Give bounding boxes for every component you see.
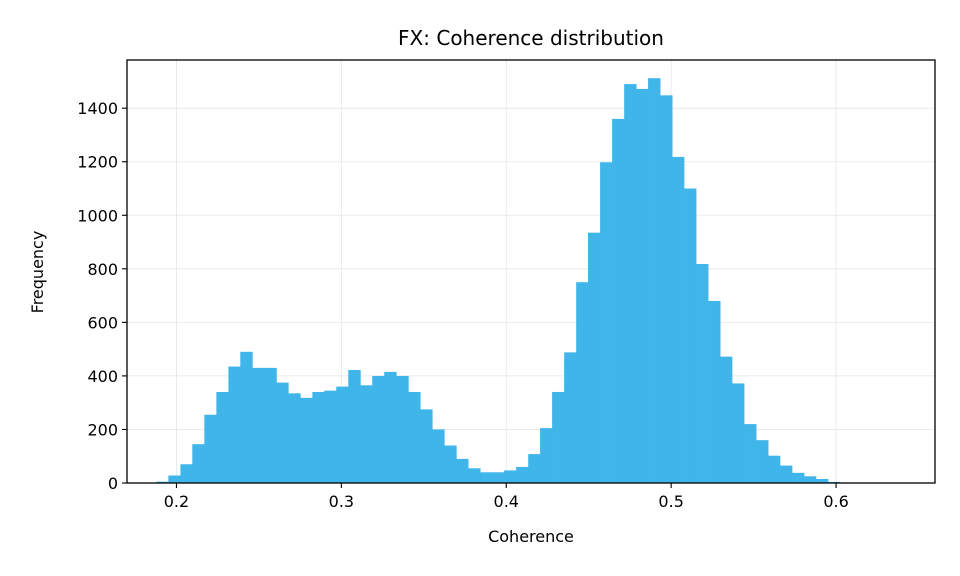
y-axis: 0 200 400 600 800 1000 1200 1400 (77, 99, 127, 493)
histogram-bar (240, 351, 253, 483)
histogram-bar (588, 232, 601, 483)
histogram-bar (815, 478, 829, 483)
x-axis: 0.2 0.3 0.4 0.5 0.6 (164, 483, 849, 511)
histogram-bar (696, 264, 709, 483)
y-axis-label: Frequency (28, 231, 47, 314)
histogram-bar (576, 282, 589, 483)
histogram-bar (744, 424, 757, 483)
histogram-bar (636, 88, 649, 483)
y-tick-label: 1000 (77, 206, 118, 225)
histogram-bar (360, 385, 373, 483)
y-tick-label: 600 (87, 313, 118, 332)
histogram-bar (792, 472, 805, 483)
histogram-bar (252, 367, 265, 483)
x-tick-label: 0.5 (658, 492, 683, 511)
histogram-bar (372, 375, 385, 483)
x-axis-label: Coherence (488, 527, 574, 546)
histogram-bar (624, 84, 637, 483)
histogram-bar (204, 414, 217, 483)
x-tick-label: 0.6 (823, 492, 848, 511)
histogram-bar (456, 458, 469, 483)
plot-frame (126, 59, 936, 484)
histogram-bar (288, 393, 301, 483)
histogram-bar (528, 454, 541, 483)
histogram-bar (264, 367, 277, 483)
histogram-bar (516, 466, 529, 483)
histogram-bar (432, 429, 445, 483)
histogram-bar (708, 300, 721, 483)
histogram-bar (324, 390, 337, 483)
histogram-bar (564, 352, 577, 483)
histogram-bar (756, 440, 769, 483)
histogram-bar (779, 465, 793, 483)
histogram-bar (336, 386, 349, 483)
histogram-bar (480, 472, 493, 483)
histogram-bar (168, 475, 181, 483)
histogram-bar (492, 472, 505, 483)
histogram-bar (156, 481, 169, 483)
histogram-bar (600, 162, 613, 483)
y-tick-label: 800 (87, 260, 118, 279)
histogram-bar (408, 391, 421, 483)
histogram-bar (216, 391, 229, 483)
histogram-bar (192, 444, 205, 483)
histogram-bar (444, 445, 457, 483)
histogram-bar (420, 409, 433, 483)
x-tick-label: 0.3 (329, 492, 354, 511)
histogram-bar (803, 476, 817, 483)
y-tick-label: 0 (108, 474, 118, 493)
histogram-bar (348, 370, 361, 483)
histogram-bar (684, 188, 697, 483)
y-tick-label: 1400 (77, 99, 118, 118)
histogram-bar (468, 468, 481, 483)
y-tick-label: 1200 (77, 153, 118, 172)
histogram-bar (396, 375, 409, 483)
histogram-bar (767, 455, 781, 483)
histogram-bar (648, 78, 661, 483)
histogram-bar (228, 366, 241, 483)
histogram-bar (312, 391, 325, 483)
histogram-bar (671, 156, 685, 483)
chart-title: FX: Coherence distribution (398, 26, 664, 50)
histogram-bars (156, 78, 901, 484)
histogram-bar (384, 371, 397, 483)
x-tick-label: 0.2 (164, 492, 189, 511)
y-tick-label: 400 (87, 367, 118, 386)
histogram-bar (540, 428, 553, 483)
histogram-bar (504, 470, 517, 483)
histogram-bar (660, 95, 673, 484)
y-tick-label: 200 (87, 420, 118, 439)
histogram-bar (612, 118, 625, 483)
histogram-bar (276, 382, 289, 483)
histogram-bar (300, 397, 313, 483)
x-tick-label: 0.4 (494, 492, 519, 511)
histogram-bar (719, 356, 733, 483)
histogram-bar (180, 464, 193, 483)
histogram-bar (552, 391, 565, 483)
histogram-bar (732, 383, 745, 483)
